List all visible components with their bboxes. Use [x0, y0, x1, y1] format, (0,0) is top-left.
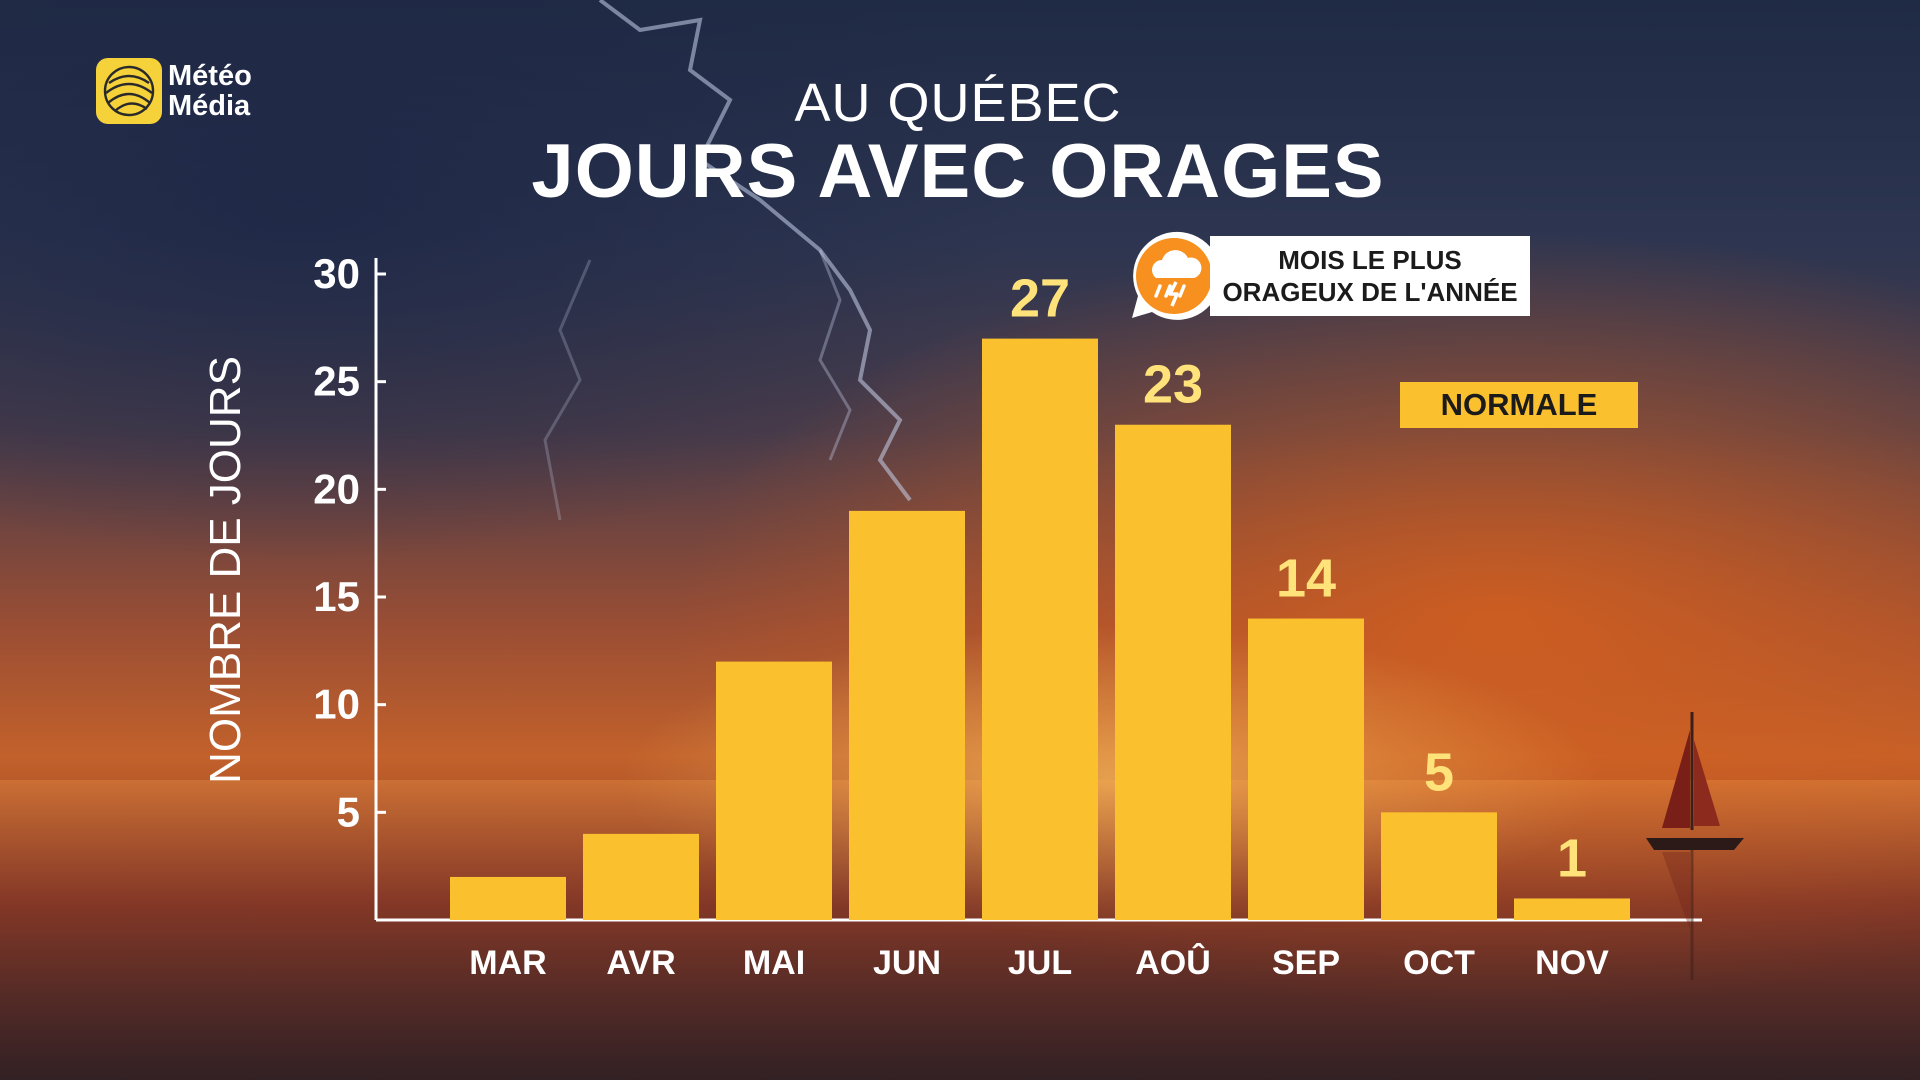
chart-subtitle: AU QUÉBEC [794, 73, 1122, 133]
bar-mai [716, 661, 832, 920]
y-axis-label: NOMBRE DE JOURS [201, 356, 250, 784]
bar-sep [1248, 618, 1364, 920]
x-tick-label: AOÛ [1135, 943, 1211, 982]
x-tick-label: JUL [1008, 944, 1072, 982]
brand-name: Météo Média [168, 61, 252, 121]
y-tick-label: 5 [337, 788, 360, 835]
y-tick-label: 20 [313, 465, 360, 512]
brand-logo: Météo Média [96, 58, 252, 124]
y-tick-label: 15 [313, 573, 360, 620]
y-tick-label: 30 [313, 250, 360, 297]
data-label: 27 [1010, 269, 1070, 329]
brand-name-line2: Média [168, 90, 251, 122]
bar-avr [583, 833, 699, 920]
brand-name-line1: Météo [168, 60, 252, 92]
data-label: 14 [1276, 549, 1336, 609]
bar-jul [982, 338, 1098, 921]
storm-cloud-icon [1120, 226, 1224, 330]
callout-stormiest-month: MOIS LE PLUS ORAGEUX DE L'ANNÉE [1210, 236, 1530, 316]
x-tick-label: MAI [743, 944, 805, 982]
legend-normale: NORMALE [1400, 382, 1638, 428]
bar-jun [849, 510, 965, 920]
bar-oct [1381, 812, 1497, 920]
bar-aoû [1115, 424, 1231, 920]
x-tick-label: JUN [873, 944, 941, 982]
chart-title: JOURS AVEC ORAGES [531, 129, 1385, 214]
data-label: 1 [1557, 828, 1587, 888]
y-tick-label: 25 [313, 358, 360, 405]
x-tick-label: AVR [606, 944, 675, 982]
data-label: 23 [1143, 355, 1203, 415]
x-tick-label: OCT [1403, 944, 1475, 982]
callout-line1: MOIS LE PLUS [1278, 245, 1462, 275]
x-tick-label: NOV [1535, 944, 1609, 982]
data-label: 5 [1424, 742, 1454, 802]
x-tick-label: SEP [1272, 944, 1340, 982]
y-tick-label: 10 [313, 681, 360, 728]
sailboat-icon [1646, 712, 1744, 980]
x-tick-label: MAR [469, 944, 546, 982]
callout-line2: ORAGEUX DE L'ANNÉE [1222, 277, 1518, 307]
bar-nov [1514, 898, 1630, 920]
globe-icon [96, 58, 162, 124]
bar-mar [450, 876, 566, 920]
